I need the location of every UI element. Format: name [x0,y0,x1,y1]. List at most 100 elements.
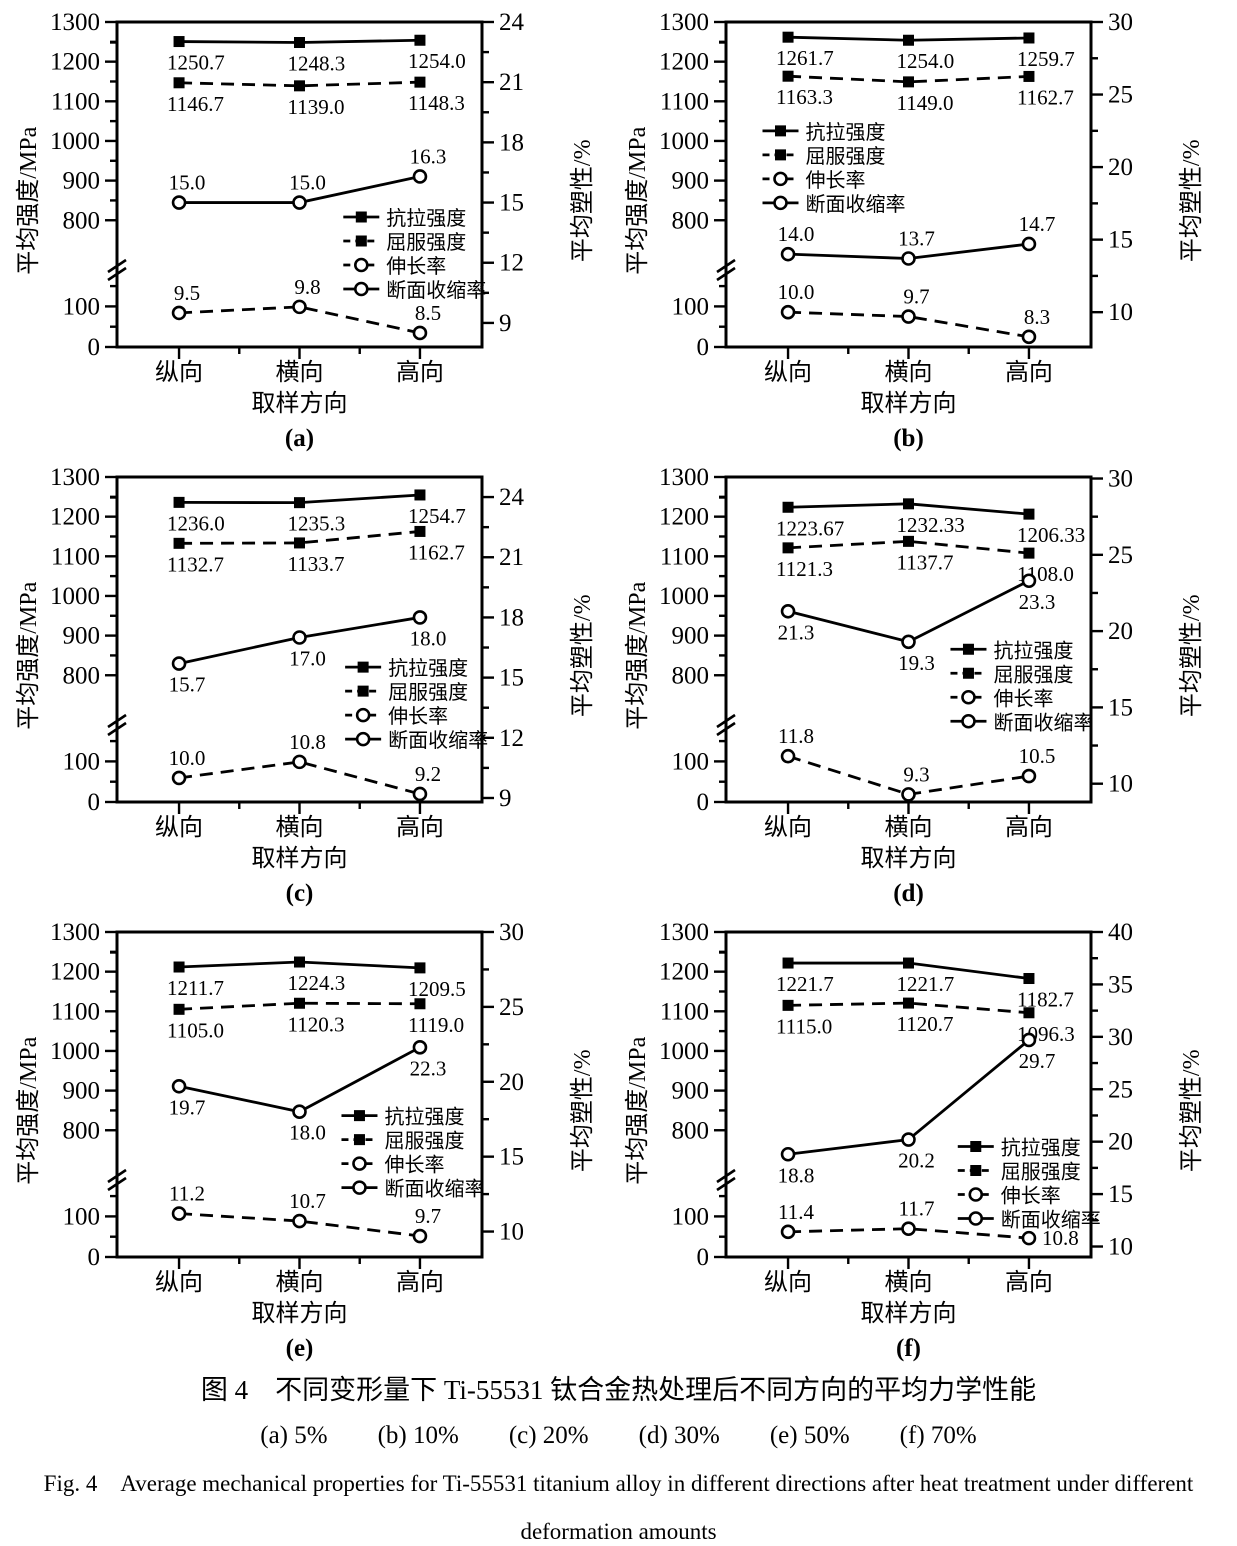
series-elongation: 9.5 9.8 8.5 [171,275,441,341]
data-label: 1121.3 [776,557,833,581]
y-right-tick-label: 21 [499,69,524,96]
series-line [787,539,1030,555]
filled-square-legend-marker [970,1141,982,1152]
series-line [787,74,1030,84]
axis-break-mark [107,258,127,282]
y-left-tick-label: 1200 [50,504,100,531]
legend-label: 断面收缩率 [384,1178,484,1201]
legend-label: 屈服强度 [993,663,1073,686]
data-label: 19.3 [898,651,935,675]
filled-square-legend-marker [962,643,974,655]
filled-square-marker [414,962,426,974]
y-left-tick-label: 1200 [659,49,709,76]
data-label: 1146.7 [167,92,224,116]
filled-square-marker [173,537,185,549]
y-right-tick-label: 40 [1108,919,1133,946]
y-right-tick-label: 20 [1108,154,1133,181]
y-left-tick-label: 800 [63,1117,101,1144]
y-left-tick-label: 0 [88,334,101,361]
break-slash [107,1176,127,1192]
y-right-tick-label: 20 [1108,618,1133,645]
open-circle-marker [1021,768,1037,784]
series-line [178,1212,421,1238]
y-left-tick-label: 1100 [51,998,100,1025]
data-label: 1223.67 [776,516,844,540]
y-axis-right-title: 平均塑性/% [569,594,596,717]
filled-square-marker [294,497,305,509]
series-line [788,1227,1030,1240]
y-left-tick-label: 100 [672,748,710,775]
legend-item-yield-strength: 屈服强度 [343,231,466,254]
open-circle-marker [292,1104,307,1120]
figure-grid: 1300 1200 1100 1000 900 800 100 0 24 21 18 15 12 9 纵向横… [15,9,1205,1362]
y-axis-right-title: 平均塑性/% [569,139,596,262]
x-tick-label: 高向 [1005,814,1053,841]
data-label: 18.0 [289,1121,326,1145]
filled-square-marker [903,34,914,46]
filled-square-legend-marker [962,667,974,679]
y-left-tick-label: 100 [63,293,101,320]
legend-label: 伸长率 [993,687,1053,710]
caption-english-line1: Fig. 4 Average mechanical properties for… [43,1470,1194,1496]
filled-square-marker [782,31,794,43]
open-circle-legend-marker [355,707,371,723]
data-label: 10.7 [289,1189,326,1213]
x-tick-label: 纵向 [155,814,203,841]
y-left-tick-label: 1200 [659,959,709,986]
y-axis-right-title: 平均塑性/% [1178,1049,1205,1172]
break-slash [716,721,736,737]
panel-label: (a) [285,425,314,452]
data-label: 29.7 [1019,1049,1056,1073]
filled-square-marker [1023,1007,1035,1019]
y-right-tick-label: 10 [499,1219,524,1246]
series-yield-strength: 1146.7 1139.0 1148.3 [167,76,465,119]
data-label: 20.2 [898,1149,935,1173]
open-circle-legend-marker [352,1156,367,1171]
open-circle-marker [1021,329,1037,345]
legend-label: 抗拉强度 [386,207,466,230]
break-slash [716,1168,736,1184]
open-circle-legend-marker [355,731,371,747]
y-left-tick-label: 1300 [659,9,709,36]
caption-chinese: 图 4 不同变形量下 Ti-55531 钛合金热处理后不同方向的平均力学性能 [200,1375,1037,1405]
data-label: 11.8 [778,724,814,748]
y-axis-right-ticks [1091,477,1103,785]
open-circle-marker [901,309,916,324]
x-tick-label: 高向 [1005,1269,1053,1296]
data-label: 15.0 [289,171,326,195]
x-tick-label: 高向 [1005,359,1053,386]
data-label: 18.8 [778,1163,815,1187]
open-circle-marker [171,656,187,671]
break-slash [716,1176,736,1192]
filled-square-marker [173,496,185,508]
y-axis-right-title: 平均塑性/% [1178,594,1205,717]
y-left-tick-label: 1200 [659,504,709,531]
data-label: 1254.0 [897,49,955,73]
y-left-tick-label: 800 [672,1117,710,1144]
series-line [179,530,421,545]
open-circle-legend-marker [773,195,788,211]
series-tensile-strength: 1236.0 1235.3 1254.7 [167,489,466,536]
open-circle-legend-marker [968,1187,984,1202]
y-right-tick-label: 30 [1108,9,1133,36]
x-tick-label: 横向 [885,1269,933,1296]
legend-label: 抗拉强度 [993,639,1073,662]
y-left-tick-label: 1300 [659,919,709,946]
filled-square-marker [903,535,914,547]
data-label: 1211.7 [167,976,224,1000]
filled-square-marker [173,1003,185,1015]
legend-label: 伸长率 [388,705,448,728]
chart-panel-f: 1300120011001000900800100040353025201510… [624,919,1205,1362]
legend-label: 屈服强度 [384,1130,464,1153]
legend-label: 抗拉强度 [388,657,468,680]
filled-square-marker [782,999,794,1011]
open-circle-marker [171,305,187,321]
data-label: 10.5 [1019,744,1056,768]
panel-label: (c) [286,880,314,907]
data-label: 10.0 [778,280,815,304]
y-left-tick-label: 1100 [51,543,100,570]
legend-item-tensile-strength: 抗拉强度 [950,639,1073,662]
series-line [178,1001,420,1011]
data-label: 11.2 [169,1182,205,1206]
